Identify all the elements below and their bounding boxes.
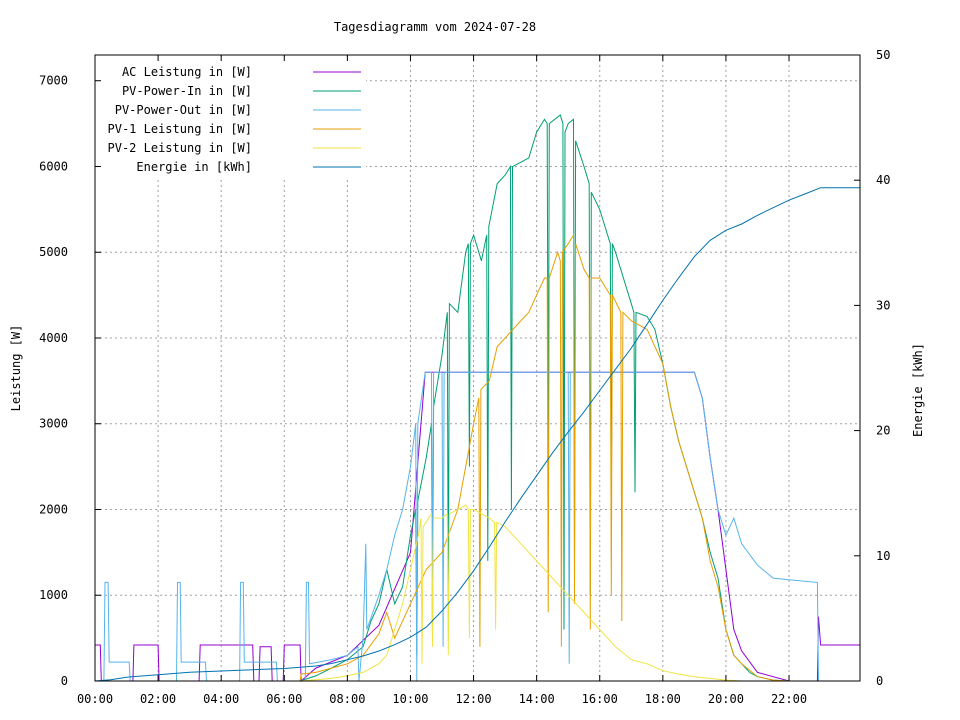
y-tick-label: 2000 — [39, 502, 68, 516]
y2-tick-label: 40 — [876, 173, 890, 187]
series-line-pv-power-out-in-w — [95, 371, 860, 682]
y2-tick-label: 30 — [876, 298, 890, 312]
x-tick-label: 20:00 — [708, 692, 744, 706]
x-tick-label: 06:00 — [266, 692, 302, 706]
x-tick-label: 10:00 — [392, 692, 428, 706]
series-line-energie-in-kwh — [94, 187, 860, 682]
legend-label: PV-1 Leistung in [W] — [108, 122, 253, 136]
x-tick-label: 08:00 — [329, 692, 365, 706]
grid — [95, 55, 860, 681]
y2-axis-label: Energie [kWh] — [911, 343, 925, 437]
legend-box — [96, 58, 366, 178]
axes: 00:00 02:00 04:00 06:00 08:00 10:00 12:00 14:00… — [39, 48, 890, 706]
series-group — [94, 114, 860, 683]
y-tick-label: 7000 — [39, 74, 68, 88]
y2-tick-label: 10 — [876, 549, 890, 563]
y-tick-label: 4000 — [39, 331, 68, 345]
x-tick-label: 22:00 — [771, 692, 807, 706]
legend-label: PV-Power-Out in [W] — [115, 103, 252, 117]
y-axis-label: Leistung [W] — [9, 325, 23, 412]
legend-label: PV-Power-In in [W] — [122, 84, 252, 98]
x-tick-label: 12:00 — [455, 692, 491, 706]
chart-title: Tagesdiagramm vom 2024-07-28 — [334, 20, 536, 34]
series-line-pv-1-leistung-in-w — [95, 233, 790, 682]
x-tick-label: 00:00 — [77, 692, 113, 706]
y-tick-label: 5000 — [39, 245, 68, 259]
plot-frame — [94, 54, 861, 682]
y2-tick-label: 50 — [876, 48, 890, 62]
y-tick-label: 1000 — [39, 588, 68, 602]
legend-label: AC Leistung in [W] — [122, 65, 252, 79]
x-tick-label: 18:00 — [645, 692, 681, 706]
x-tick-label: 04:00 — [203, 692, 239, 706]
y-tick-label: 0 — [61, 674, 68, 688]
y-tick-label: 6000 — [39, 159, 68, 173]
x-tick-label: 16:00 — [582, 692, 618, 706]
x-tick-label: 14:00 — [519, 692, 555, 706]
y2-tick-label: 0 — [876, 674, 883, 688]
legend: AC Leistung in [W] PV-Power-In in [W] PV-P… — [96, 58, 366, 178]
legend-label: Energie in [kWh] — [136, 160, 252, 174]
x-tick-label: 02:00 — [140, 692, 176, 706]
y2-tick-label: 20 — [876, 424, 890, 438]
series-line-pv-2-leistung-in-w — [300, 504, 742, 682]
y-tick-label: 3000 — [39, 417, 68, 431]
legend-label: PV-2 Leistung in [W] — [108, 141, 253, 155]
